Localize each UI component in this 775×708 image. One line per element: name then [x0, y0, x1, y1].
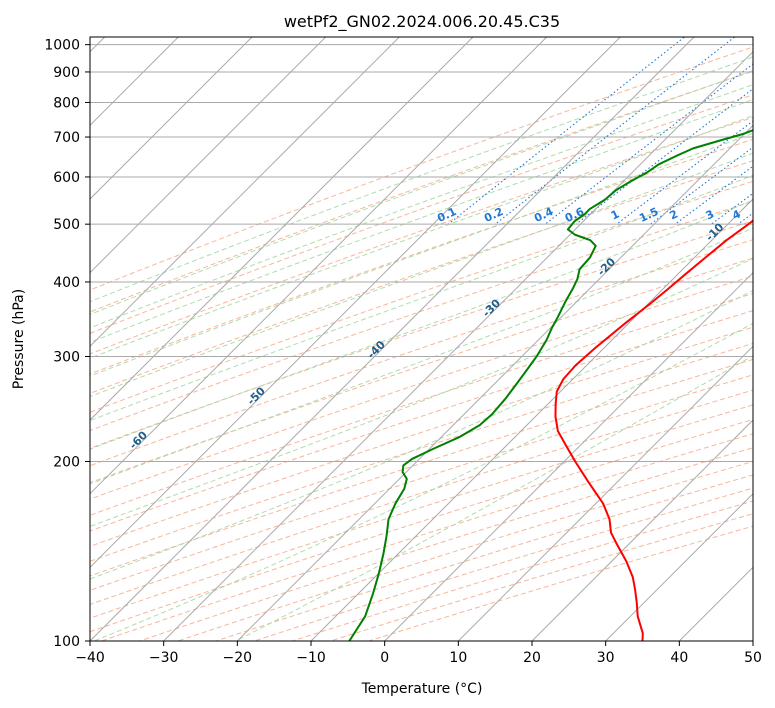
y-tick-label: 1000 — [44, 38, 80, 54]
moist-adiabat — [93, 322, 753, 641]
mixing-ratio-line — [494, 37, 736, 225]
dry-adiabat — [90, 116, 753, 355]
y-tick-label: 600 — [53, 170, 80, 186]
x-tick-label: 30 — [597, 650, 615, 666]
dry-adiabat — [90, 239, 753, 467]
y-axis-label: Pressure (hPa) — [11, 289, 27, 389]
y-tick-label: 900 — [53, 65, 80, 81]
dry-adiabat — [90, 374, 753, 591]
isotherm--60 — [90, 37, 548, 495]
dewpoint-profile — [348, 129, 753, 641]
isotherm--100 — [90, 37, 253, 200]
mixing-ratio-line — [650, 146, 753, 225]
plot-frame — [89, 36, 754, 642]
x-tick-label: 50 — [744, 650, 762, 666]
moist-adiabat — [90, 257, 753, 528]
temperature-profile — [554, 219, 753, 641]
y-tick-label: 800 — [53, 95, 80, 111]
dry-adiabat — [90, 46, 753, 291]
x-tick-label: −10 — [296, 650, 326, 666]
mixing-ratio-lines — [448, 37, 753, 225]
isotherm-30 — [604, 492, 753, 641]
profiles — [348, 129, 753, 641]
x-tick-label: 40 — [670, 650, 688, 666]
isotherm-40 — [678, 566, 753, 641]
dry-adiabat — [290, 500, 753, 641]
x-tick-label: 20 — [523, 650, 541, 666]
isotherm-10 — [457, 345, 753, 641]
x-axis-label: Temperature (°C) — [361, 681, 483, 697]
isotherm--90 — [90, 37, 327, 274]
isotherm--40 — [90, 37, 695, 641]
isobars — [90, 44, 753, 641]
dry-adiabat — [90, 220, 753, 449]
dry-adiabat — [90, 292, 753, 516]
moist-adiabat — [90, 227, 753, 485]
dry-adiabat — [176, 460, 753, 641]
dry-adiabat — [328, 513, 753, 641]
dry-adiabat — [90, 342, 753, 562]
plot-area — [90, 37, 753, 641]
isotherm-0 — [383, 271, 753, 641]
dry-adiabat — [252, 487, 753, 641]
moist-adiabat — [90, 199, 753, 450]
dry-adiabat — [90, 160, 753, 394]
x-tick-label: 10 — [449, 650, 467, 666]
x-tick-label: −30 — [149, 650, 179, 666]
x-tick-label: 0 — [380, 650, 389, 666]
moist-adiabat — [235, 355, 753, 641]
isotherm--80 — [90, 37, 401, 348]
mixing-ratio-line — [575, 88, 753, 225]
dry-adiabat — [90, 389, 753, 606]
isotherm--10 — [310, 198, 753, 641]
y-tick-label: 300 — [53, 349, 80, 365]
x-tick-label: −40 — [75, 650, 105, 666]
dry-adiabat — [90, 404, 753, 619]
y-tick-label: 700 — [53, 130, 80, 146]
y-tick-label: 100 — [53, 634, 80, 650]
dry-adiabat — [90, 180, 753, 413]
x-tick-label: −20 — [223, 650, 253, 666]
dry-adiabat — [90, 358, 753, 577]
dry-adiabats — [90, 46, 753, 641]
isotherm--30 — [162, 50, 753, 641]
y-axis: 100 200 300 400 500 600 700 800 900 1000 — [44, 38, 90, 650]
isotherm-20 — [531, 419, 753, 641]
y-tick-label: 500 — [53, 217, 80, 233]
y-tick-label: 200 — [53, 454, 80, 470]
mixing-ratio-line — [448, 37, 686, 225]
isotherms — [90, 37, 753, 641]
isotherm--70 — [90, 37, 474, 421]
x-axis: −40 −30 −20 −10 0 10 20 30 40 50 — [75, 641, 762, 666]
chart-title: wetPf2_GN02.2024.006.20.45.C35 — [284, 12, 560, 32]
y-tick-label: 400 — [53, 275, 80, 291]
dry-adiabat — [214, 474, 753, 641]
dry-adiabat — [90, 70, 753, 313]
isotherm--50 — [90, 37, 622, 569]
